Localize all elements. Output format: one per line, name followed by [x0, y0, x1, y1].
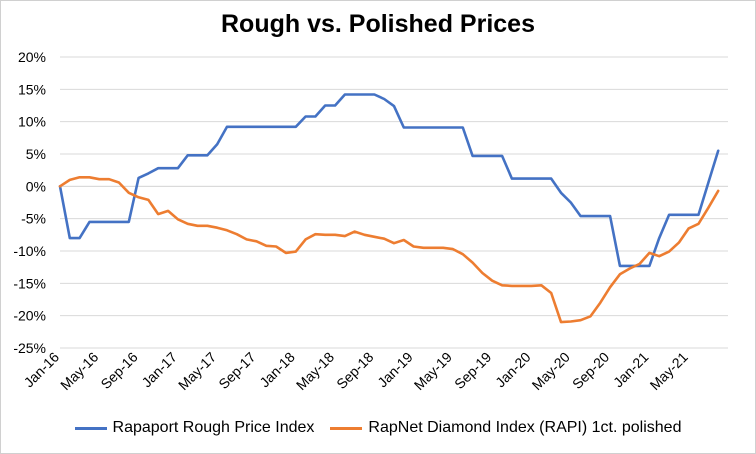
legend-label-rough: Rapaport Rough Price Index — [112, 419, 315, 436]
y-tick-label: -5% — [21, 211, 46, 227]
x-tick-label: Jan-20 — [492, 349, 534, 391]
x-tick-label: Jan-18 — [256, 349, 298, 391]
y-tick-label: 10% — [18, 114, 46, 130]
x-tick-label: May-21 — [647, 349, 691, 393]
legend-swatch-rough — [74, 426, 107, 430]
y-tick-label: -25% — [13, 340, 46, 356]
legend-swatch-polished — [330, 426, 363, 430]
gridlines — [60, 56, 728, 349]
x-tick-label: Sep-16 — [97, 349, 140, 392]
x-tick-label: Jan-21 — [610, 349, 652, 391]
x-tick-label: May-20 — [529, 349, 573, 393]
y-axis-ticks: 20% 15% 10% 5% 0% -5% -10% -15% -20% -25% — [13, 49, 46, 356]
x-tick-label: Sep-18 — [333, 349, 376, 392]
x-tick-label: Sep-19 — [451, 349, 494, 392]
y-tick-label: -20% — [13, 308, 46, 324]
x-tick-label: May-19 — [411, 349, 455, 393]
series-line-rough — [58, 93, 720, 268]
y-tick-label: 20% — [18, 49, 46, 65]
y-tick-label: -10% — [13, 243, 46, 259]
x-tick-label: May-18 — [293, 349, 337, 393]
series-lines — [58, 93, 720, 324]
y-tick-label: 0% — [26, 178, 46, 194]
legend-label-polished: RapNet Diamond Index (RAPI) 1ct. polishe… — [368, 419, 682, 436]
y-tick-label: 5% — [26, 146, 46, 162]
x-tick-label: Jan-19 — [374, 349, 416, 391]
x-tick-label: May-16 — [57, 349, 101, 393]
legend-item-rough: Rapaport Rough Price Index — [74, 419, 315, 437]
legend-item-polished: RapNet Diamond Index (RAPI) 1ct. polishe… — [330, 419, 681, 437]
y-tick-label: -15% — [13, 275, 46, 291]
chart-legend: Rapaport Rough Price Index RapNet Diamon… — [0, 419, 756, 437]
x-tick-label: Jan-17 — [138, 349, 180, 391]
x-tick-label: May-17 — [175, 349, 219, 393]
chart-title: Rough vs. Polished Prices — [221, 10, 535, 38]
y-tick-label: 15% — [18, 81, 46, 97]
series-line-polished — [58, 176, 720, 324]
x-tick-label: Sep-17 — [215, 349, 258, 392]
x-axis-ticks: Jan-16May-16Sep-16Jan-17May-17Sep-17Jan-… — [21, 349, 691, 393]
x-tick-label: Sep-20 — [569, 349, 612, 392]
